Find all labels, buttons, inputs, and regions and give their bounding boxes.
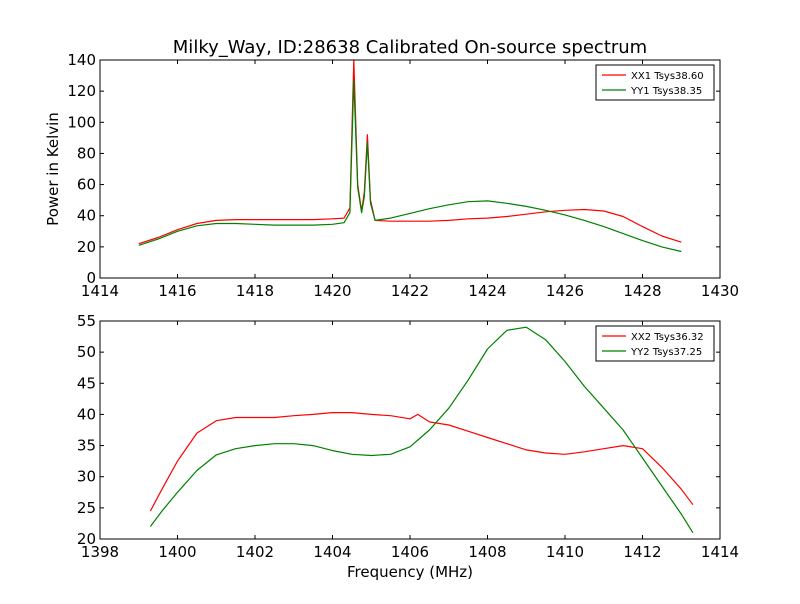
x-tick-label: 1430	[701, 282, 739, 300]
x-tick-label: 1414	[81, 282, 119, 300]
series-line-2-1	[149, 412, 694, 512]
y-tick-label: 80	[77, 144, 96, 162]
y-tick-label: 25	[77, 499, 96, 517]
x-tick-label: 1402	[236, 543, 274, 561]
legend-box	[595, 325, 715, 362]
y-tick-label: 30	[77, 468, 96, 486]
x-tick-label: 1422	[391, 282, 429, 300]
y-axis-label: Power in Kelvin	[44, 112, 62, 226]
legend-entry-label: XX1 Tsys38.60	[631, 71, 704, 82]
x-tick-label: 1416	[158, 282, 196, 300]
x-tick-label: 1424	[468, 282, 506, 300]
x-tick-label: 1400	[158, 543, 196, 561]
legend-entry-label: YY1 Tsys38.35	[630, 86, 702, 97]
chart-title: Milky_Way, ID:28638 Calibrated On-source…	[173, 37, 647, 58]
y-tick-label: 55	[77, 312, 96, 330]
y-tick-label: 40	[77, 405, 96, 423]
y-tick-label: 20	[77, 238, 96, 256]
y-tick-label: 100	[67, 113, 96, 131]
series-line-1-2	[138, 79, 682, 253]
series-line-2-2	[149, 326, 694, 534]
x-tick-label: 1426	[546, 282, 584, 300]
y-tick-label: 60	[77, 176, 96, 194]
y-tick-label: 50	[77, 343, 96, 361]
x-tick-label: 1408	[468, 543, 506, 561]
x-tick-label: 1414	[701, 543, 739, 561]
y-tick-label: 45	[77, 374, 96, 392]
y-tick-label: 35	[77, 437, 96, 455]
x-tick-label: 1406	[391, 543, 429, 561]
x-tick-label: 1420	[313, 282, 351, 300]
y-tick-label: 0	[86, 269, 96, 287]
legend-2: XX2 Tsys36.32 YY2 Tsys37.25	[595, 325, 715, 362]
chart-panel-2: 1398 1400 1402 1404 1406 1408 1410 1412 1414 20 25…	[77, 312, 739, 581]
y-tick-label: 120	[67, 82, 96, 100]
x-tick-label: 1404	[313, 543, 351, 561]
legend-entry-label: XX2 Tsys36.32	[631, 332, 704, 343]
y-tick-label: 140	[67, 51, 96, 69]
y-tick-label: 40	[77, 207, 96, 225]
x-tick-label: 1398	[81, 543, 119, 561]
legend-1: XX1 Tsys38.60 YY1 Tsys38.35	[595, 64, 715, 101]
legend-box	[595, 64, 715, 101]
legend-entry-label: YY2 Tsys37.25	[630, 347, 702, 358]
y-tick-label: 20	[77, 530, 96, 548]
x-axis-label: Frequency (MHz)	[347, 563, 473, 581]
chart-panel-1: 1414 1416 1418 1420 1422 1424 1426 1428 1430 0 20 4…	[44, 37, 739, 300]
x-tick-label: 1412	[623, 543, 661, 561]
x-tick-label: 1418	[236, 282, 274, 300]
x-tick-label: 1428	[623, 282, 661, 300]
x-tick-label: 1410	[546, 543, 584, 561]
